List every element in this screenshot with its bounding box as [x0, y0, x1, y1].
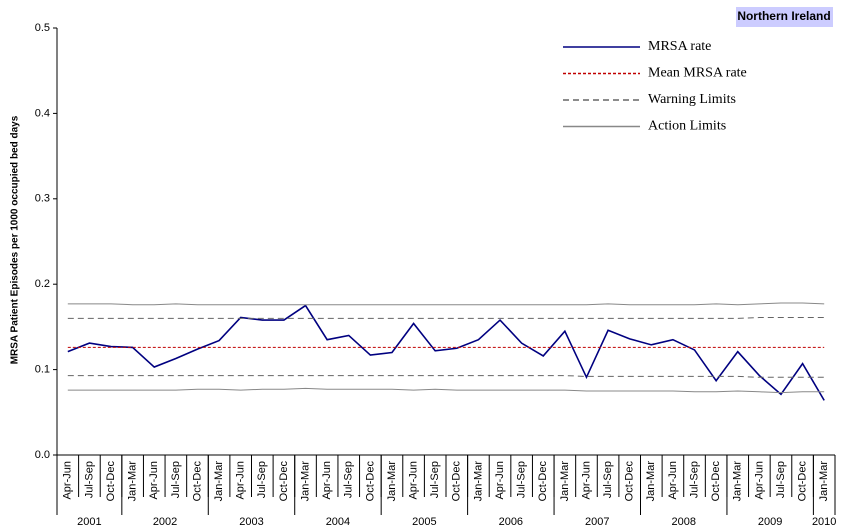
x-tick-label: Oct-Dec — [796, 461, 808, 502]
x-tick-label: Jan-Mar — [645, 461, 657, 502]
legend-label: MRSA rate — [648, 39, 711, 54]
x-tick-label: Oct-Dec — [191, 461, 203, 502]
y-tick-label: 0.1 — [35, 364, 50, 376]
x-tick-label: Oct-Dec — [624, 461, 636, 502]
year-label: 2003 — [239, 516, 263, 528]
x-tick-label: Apr-Jun — [494, 461, 506, 500]
x-tick-label: Jul-Sep — [343, 461, 355, 498]
year-label: 2009 — [758, 516, 782, 528]
series-line — [67, 317, 825, 319]
x-tick-label: Jul-Sep — [516, 461, 528, 498]
x-tick-label: Jan-Mar — [386, 461, 398, 502]
x-tick-label: Apr-Jun — [667, 461, 679, 500]
y-tick-label: 0.2 — [35, 278, 50, 290]
x-tick-label: Apr-Jun — [235, 461, 247, 500]
x-tick-label: Oct-Dec — [364, 461, 376, 502]
year-label: 2006 — [499, 516, 523, 528]
x-tick-label: Apr-Jun — [753, 461, 765, 500]
y-tick-label: 0.3 — [35, 193, 50, 205]
x-tick-label: Apr-Jun — [62, 461, 74, 500]
series-line — [67, 304, 825, 401]
x-tick-label: Jul-Sep — [83, 461, 95, 498]
x-tick-label: Jan-Mar — [127, 461, 139, 502]
x-tick-label: Jan-Mar — [559, 461, 571, 502]
x-tick-label: Jul-Sep — [256, 461, 268, 498]
year-label: 2008 — [671, 516, 695, 528]
x-tick-label: Jan-Mar — [299, 461, 311, 502]
legend-label: Warning Limits — [648, 92, 736, 107]
badge-box — [736, 7, 833, 27]
series-line — [67, 387, 825, 394]
series-line — [67, 302, 825, 306]
y-tick-label: 0.4 — [35, 107, 50, 119]
x-tick-label: Oct-Dec — [278, 461, 290, 502]
year-label: 2001 — [77, 516, 101, 528]
year-label: 2010 — [812, 516, 836, 528]
x-tick-label: Oct-Dec — [710, 461, 722, 502]
year-label: 2007 — [585, 516, 609, 528]
x-tick-label: Oct-Dec — [537, 461, 549, 502]
x-tick-label: Jan-Mar — [472, 461, 484, 502]
x-tick-label: Apr-Jun — [321, 461, 333, 500]
x-tick-label: Jan-Mar — [818, 461, 830, 502]
year-label: 2002 — [153, 516, 177, 528]
legend-label: Mean MRSA rate — [648, 66, 747, 81]
y-tick-label: 0.0 — [35, 449, 50, 461]
x-tick-label: Apr-Jun — [580, 461, 592, 500]
year-label: 2004 — [326, 516, 350, 528]
x-tick-label: Apr-Jun — [148, 461, 160, 500]
x-tick-label: Jul-Sep — [688, 461, 700, 498]
x-tick-label: Jul-Sep — [170, 461, 182, 498]
year-label: 2005 — [412, 516, 436, 528]
x-tick-label: Jul-Sep — [775, 461, 787, 498]
x-tick-label: Oct-Dec — [105, 461, 117, 502]
x-tick-label: Jan-Mar — [213, 461, 225, 502]
x-tick-label: Apr-Jun — [407, 461, 419, 500]
badge: Northern Ireland — [737, 9, 830, 23]
legend-label: Action Limits — [648, 119, 726, 134]
series-line — [67, 375, 825, 378]
x-tick-label: Jul-Sep — [602, 461, 614, 498]
y-axis-label: MRSA Patient Episodes per 1000 occupied … — [10, 115, 21, 364]
x-tick-label: Jul-Sep — [429, 461, 441, 498]
y-tick-label: 0.5 — [35, 22, 50, 34]
x-tick-label: Jan-Mar — [732, 461, 744, 502]
x-tick-label: Oct-Dec — [451, 461, 463, 502]
